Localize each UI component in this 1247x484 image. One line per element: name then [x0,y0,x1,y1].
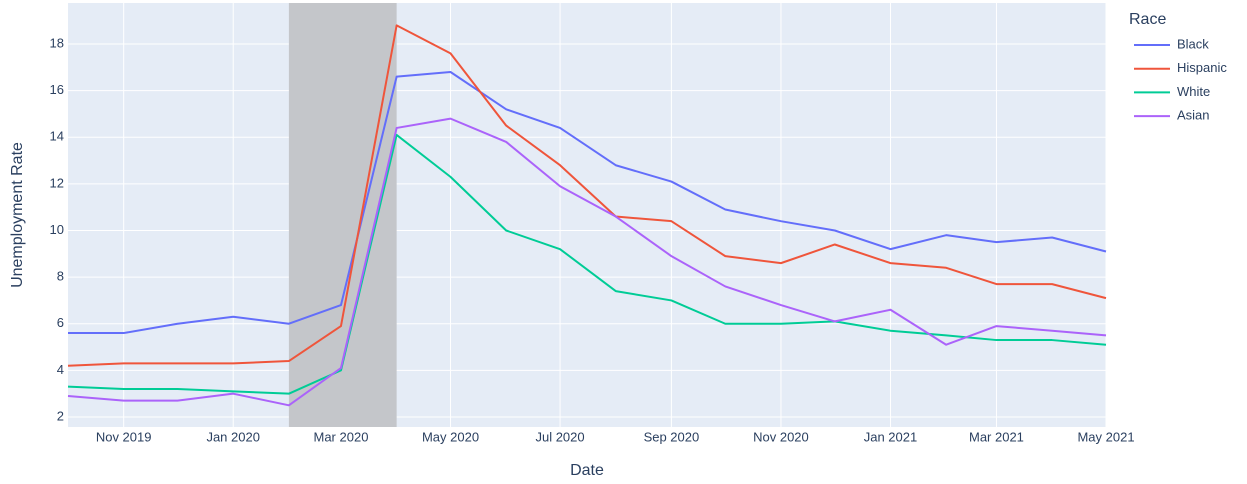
x-axis-title: Date [570,462,604,479]
y-axis-title: Unemployment Rate [9,142,26,288]
y-tick-label: 10 [50,222,64,237]
x-tick-label: Nov 2020 [753,429,809,444]
plot-background [68,3,1106,427]
x-tick-label: May 2021 [1077,429,1134,444]
y-tick-label: 14 [50,129,64,144]
series-line [67,133,1107,395]
legend-title: Race [1129,11,1166,28]
y-tick-label: 12 [50,175,64,190]
x-tick-label: Jan 2020 [206,429,260,444]
x-tick-label: Jan 2021 [864,429,918,444]
legend-label: Black [1177,36,1209,51]
x-tick-label: Mar 2020 [314,429,369,444]
series-line [67,24,1107,367]
x-tick-label: Mar 2021 [969,429,1024,444]
x-tick-label: Jul 2020 [535,429,584,444]
y-tick-label: 4 [57,362,64,377]
x-tick-label: Nov 2019 [96,429,152,444]
legend-label: Hispanic [1177,60,1227,75]
x-tick-label: Sep 2020 [644,429,700,444]
y-tick-label: 8 [57,269,64,284]
series-line [68,71,1107,335]
x-tick-label: May 2020 [422,429,479,444]
series-line [67,117,1107,407]
legend-label: Asian [1177,108,1210,123]
y-tick-label: 18 [50,35,64,50]
y-tick-label: 6 [57,315,64,330]
y-tick-label: 16 [50,82,64,97]
legend-label: White [1177,84,1210,99]
y-tick-label: 2 [57,408,64,423]
